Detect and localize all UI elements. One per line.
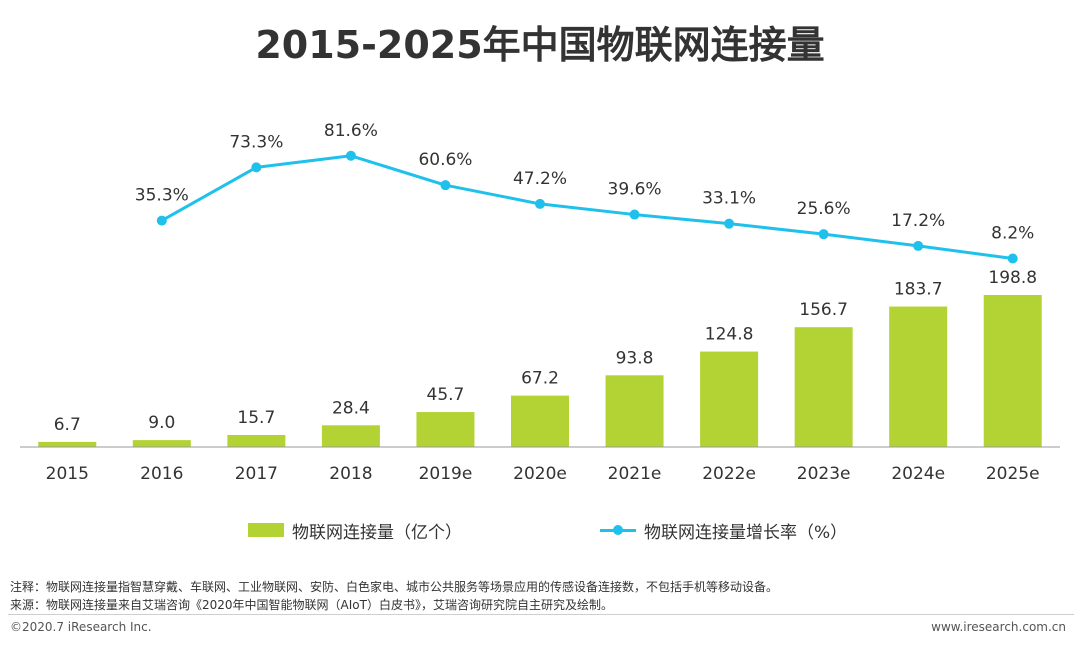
growth-point-2020e: [535, 198, 545, 209]
growth-label-2025e: 8.2%: [991, 224, 1034, 244]
bar-label-2018: 28.4: [332, 398, 370, 418]
bar-2022e: [700, 351, 759, 447]
x-tick-label-2025e: 2025e: [986, 464, 1040, 484]
bar-2024e: [889, 306, 948, 447]
legend-bar-swatch: [248, 523, 284, 537]
growth-label-2023e: 25.6%: [797, 199, 851, 219]
growth-label-2016: 35.3%: [135, 186, 189, 206]
x-tick-label-2024e: 2024e: [891, 464, 945, 484]
legend-line-label: 物联网连接量增长率（%）: [644, 522, 848, 543]
bar-2017: [227, 434, 286, 447]
bar-label-2015: 6.7: [54, 415, 81, 435]
bar-label-2017: 15.7: [237, 408, 275, 428]
bar-2019e: [416, 412, 475, 447]
bar-2021e: [605, 375, 664, 447]
bar-2015: [38, 441, 97, 447]
growth-point-2019e: [440, 180, 451, 191]
chart-area: 6.7 9.0 15.7 28.4 45.7 67.2 93.8 124.8 156.7 183.…: [20, 121, 1060, 484]
growth-label-2019e: 60.6%: [418, 150, 472, 170]
chart-source: 来源：物联网连接量来自艾瑞咨询《2020年中国智能物联网（AIoT）白皮书》，艾…: [10, 598, 613, 612]
bar-label-2022e: 124.8: [705, 325, 754, 345]
growth-label-2018: 81.6%: [324, 121, 378, 141]
growth-label-2021e: 39.6%: [608, 180, 662, 200]
growth-point-2024e: [913, 240, 924, 251]
bar-2023e: [794, 327, 853, 447]
footer-website: www.iresearch.com.cn: [931, 620, 1066, 634]
x-tick-label-2023e: 2023e: [797, 464, 851, 484]
bar-2016: [132, 440, 191, 447]
x-tick-label-2019e: 2019e: [419, 464, 473, 484]
legend-item-line: 物联网连接量增长率（%）: [600, 518, 848, 543]
growth-point-2017: [251, 162, 262, 173]
bar-label-2019e: 45.7: [427, 385, 465, 405]
bar-label-2020e: 67.2: [521, 369, 559, 389]
growth-label-2017: 73.3%: [229, 132, 283, 152]
growth-line: [161, 154, 1013, 261]
bar-label-2024e: 183.7: [894, 280, 943, 300]
bar-label-2021e: 93.8: [616, 348, 654, 368]
bar-label-2025e: 198.8: [988, 268, 1037, 288]
chart-title: 2015-2025年中国物联网连接量: [255, 23, 825, 67]
bar-label-2016: 9.0: [148, 413, 175, 433]
growth-point-2025e: [1007, 253, 1018, 264]
growth-label-2022e: 33.1%: [702, 189, 756, 209]
legend-bar-label: 物联网连接量（亿个）: [292, 522, 462, 543]
x-tick-label-2017: 2017: [235, 464, 278, 484]
x-tick-label-2018: 2018: [329, 464, 372, 484]
x-tick-label-2022e: 2022e: [702, 464, 756, 484]
growth-point-2016: [156, 215, 167, 226]
footer-copyright: ©2020.7 iResearch Inc.: [10, 620, 152, 634]
legend-line-swatch: [600, 523, 636, 537]
bar-2025e: [983, 295, 1042, 447]
growth-point-2022e: [724, 218, 735, 229]
bar-label-2023e: 156.7: [799, 300, 848, 320]
bar-2018: [321, 425, 380, 447]
growth-label-2020e: 47.2%: [513, 169, 567, 189]
x-tick-label-2021e: 2021e: [608, 464, 662, 484]
growth-point-2018: [345, 150, 356, 161]
x-tick-label-2015: 2015: [46, 464, 89, 484]
footer-divider: [8, 614, 1074, 615]
x-tick-label-2020e: 2020e: [513, 464, 567, 484]
growth-point-2023e: [818, 229, 829, 240]
bar-2020e: [511, 395, 569, 447]
legend-item-bars: 物联网连接量（亿个）: [248, 518, 462, 543]
growth-point-2021e: [629, 209, 640, 220]
chart-note: 注释：物联网连接量指智慧穿戴、车联网、工业物联网、安防、白色家电、城市公共服务等…: [10, 580, 779, 594]
growth-label-2024e: 17.2%: [891, 211, 945, 231]
x-tick-label-2016: 2016: [140, 464, 183, 484]
